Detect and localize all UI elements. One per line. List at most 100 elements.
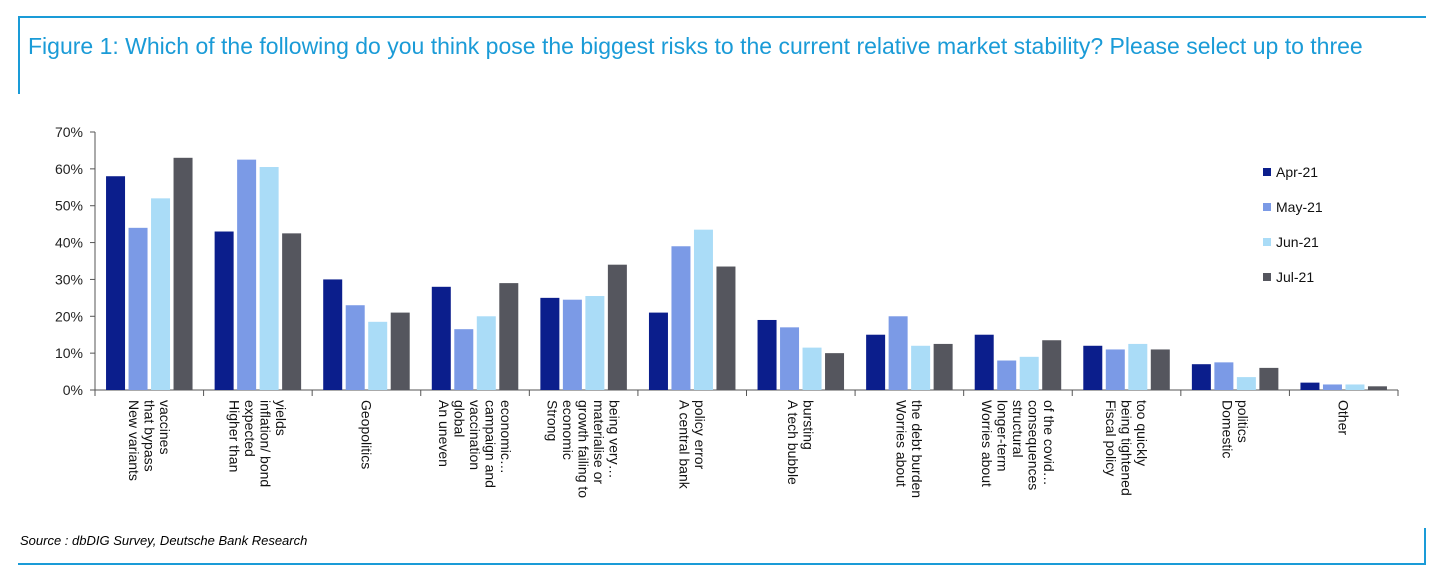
category-label-line: campaign and (483, 400, 499, 488)
legend-label: Apr-21 (1276, 164, 1318, 180)
bar-apr-21 (1300, 382, 1320, 390)
frame-bottom-border (18, 563, 1426, 565)
legend-swatch (1263, 238, 1271, 246)
category-label-line: An uneven (436, 400, 452, 467)
category-label-line: being tightened (1119, 400, 1135, 496)
category-label-line: of the covid… (1041, 400, 1057, 486)
category-label: A central bank policy error (676, 400, 708, 490)
bar-apr-21 (214, 231, 234, 390)
legend-swatch (1263, 168, 1271, 176)
y-axis: 0% 10% 20% 30% 40% 50% 60% 70% (55, 124, 96, 398)
category-label-line: economic (560, 400, 576, 460)
category-label-line: politics (1235, 400, 1251, 443)
y-tick-label: 50% (55, 198, 83, 214)
category-label-line: Geopolitics (358, 400, 374, 469)
bar-apr-21 (1191, 364, 1211, 390)
y-tick-label: 20% (55, 308, 83, 324)
category-label-line: structural (1010, 400, 1026, 458)
bar-jul-21 (607, 264, 627, 390)
bar-may-21 (128, 227, 148, 390)
category-label-line: the debt burden (909, 400, 925, 498)
category-label-line: A tech bubble (785, 400, 801, 485)
category-label: Worries about the debt burden (894, 400, 926, 498)
y-tick-label: 10% (55, 345, 83, 361)
category-label: A tech bubble bursting (785, 400, 817, 485)
category-label-line: Strong (545, 400, 561, 441)
bar-jun-21 (476, 316, 496, 390)
bar-jun-21 (1128, 343, 1148, 390)
x-axis (94, 389, 1399, 396)
category-label-line: longer-term (994, 400, 1010, 472)
bar-may-21 (454, 329, 474, 390)
y-tick-label: 30% (55, 271, 83, 287)
legend-swatch (1263, 273, 1271, 281)
category-label-line: bursting (801, 400, 817, 450)
legend-label: Jun-21 (1276, 234, 1319, 250)
category-label-line: growth failing to (576, 400, 592, 498)
bar-jul-21 (282, 233, 302, 390)
bar-jun-21 (802, 347, 822, 390)
category-label-line: Fiscal policy (1103, 400, 1119, 476)
category-label-line: inflation/ bond (258, 400, 274, 487)
bar-jun-21 (911, 345, 931, 390)
category-label-line: consequences (1025, 400, 1041, 490)
bar-jun-21 (1019, 356, 1039, 390)
bar-may-21 (671, 246, 691, 390)
bar-jun-21 (1236, 377, 1256, 390)
bar-jul-21 (1259, 367, 1279, 390)
category-label-line: Other (1336, 400, 1352, 435)
category-label-line: economic… (498, 400, 514, 474)
category-label-line: New variants (126, 400, 142, 481)
bar-jul-21 (390, 312, 410, 390)
bar-apr-21 (106, 176, 126, 390)
legend-label: May-21 (1276, 199, 1323, 215)
bar-may-21 (780, 327, 800, 390)
bar-apr-21 (974, 334, 994, 390)
category-label: Domestic politics (1219, 400, 1251, 458)
category-label-line: materialise or (591, 400, 607, 484)
category-label: Fiscal policy being tightened too quickly (1103, 400, 1150, 496)
legend-label: Jul-21 (1276, 269, 1314, 285)
category-label-line: too quickly (1134, 400, 1150, 466)
category-label: Worries about longer-term structural conseq… (979, 400, 1057, 490)
bar-may-21 (345, 305, 365, 390)
bar-may-21 (1105, 349, 1125, 390)
frame-top-border (18, 16, 1426, 18)
category-label-line: policy error (692, 400, 708, 470)
frame-left-border (18, 16, 20, 94)
bar-apr-21 (866, 334, 886, 390)
category-label-line: that bypass (141, 400, 157, 472)
category-label-line: Worries about (894, 400, 910, 487)
category-label: Strong economic growth failing to materiali… (545, 400, 623, 498)
y-tick-label: 40% (55, 235, 83, 251)
bar-jun-21 (1345, 384, 1365, 390)
category-label: New variants that bypass vaccines (126, 400, 173, 481)
bars (106, 157, 1387, 390)
category-label-line: A central bank (676, 400, 692, 490)
bar-jul-21 (825, 353, 845, 390)
category-label: Higher than expected inflation/ bond yields (227, 400, 290, 487)
y-tick-label: 0% (63, 382, 83, 398)
bar-jun-21 (585, 296, 605, 390)
bar-jul-21 (1042, 340, 1062, 390)
bar-may-21 (237, 159, 257, 390)
category-label-line: expected (242, 400, 258, 457)
frame-right-border (1424, 528, 1426, 565)
legend-swatch (1263, 203, 1271, 211)
bar-jun-21 (693, 229, 713, 390)
category-label-line: Domestic (1219, 400, 1235, 458)
category-label: Geopolitics (358, 400, 374, 469)
bar-may-21 (997, 360, 1017, 390)
bar-apr-21 (323, 279, 343, 390)
legend: Apr-21 May-21 Jun-21 Jul-21 (1263, 164, 1323, 285)
bar-jul-21 (1150, 349, 1170, 390)
bar-apr-21 (431, 286, 451, 390)
bar-apr-21 (540, 297, 560, 390)
category-label-line: vaccines (157, 400, 173, 454)
category-label-line: vaccination (467, 400, 483, 470)
category-label-line: Worries about (979, 400, 995, 487)
category-label-line: global (452, 400, 468, 437)
category-label-line: being very… (607, 400, 623, 479)
category-label-line: Higher than (227, 400, 243, 472)
